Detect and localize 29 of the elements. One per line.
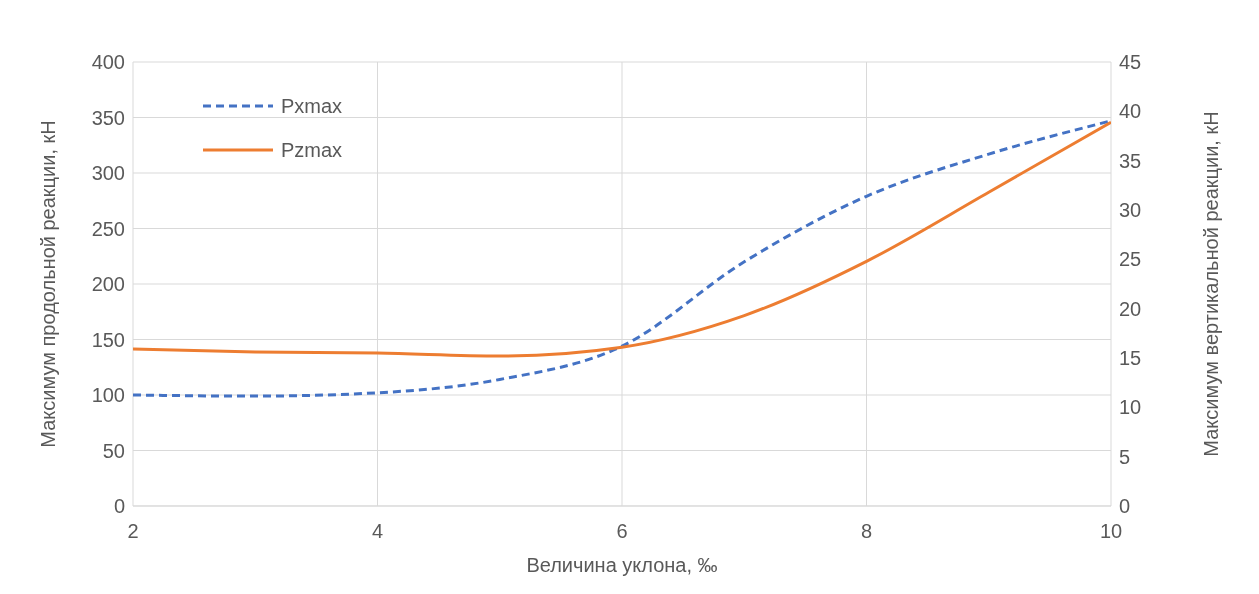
y-tick-label: 150 bbox=[91, 328, 125, 351]
y2-tick-label: 0 bbox=[1119, 495, 1131, 518]
y-tick-label: 200 bbox=[91, 273, 125, 296]
y2-tick-label: 40 bbox=[1119, 100, 1142, 123]
y2-tick-label: 10 bbox=[1119, 396, 1142, 419]
legend-label: Pzmax bbox=[281, 138, 343, 162]
y2-tick-label: 5 bbox=[1119, 445, 1131, 468]
y-tick-label: 300 bbox=[91, 162, 125, 185]
y-tick-label: 350 bbox=[91, 106, 125, 129]
y-tick-label: 50 bbox=[102, 439, 125, 462]
x-axis-title: Величина уклона, ‰ bbox=[526, 554, 718, 576]
x-tick-label: 8 bbox=[860, 520, 873, 543]
y-tick-label: 100 bbox=[91, 384, 125, 407]
x-tick-label: 10 bbox=[1099, 520, 1123, 543]
y2-tick-label: 20 bbox=[1119, 297, 1142, 320]
y-tick-label: 250 bbox=[91, 217, 125, 240]
y2-tick-label: 15 bbox=[1119, 347, 1142, 370]
y-tick-label: 0 bbox=[113, 495, 125, 518]
y2-tick-label: 35 bbox=[1119, 149, 1142, 172]
x-tick-label: 4 bbox=[371, 520, 384, 543]
y2-axis-title: Максимум вертикальной реакции, кН bbox=[1200, 111, 1223, 457]
x-tick-label: 6 bbox=[616, 520, 628, 543]
y2-tick-label: 30 bbox=[1119, 199, 1142, 222]
legend-label: Pxmax bbox=[281, 94, 343, 118]
y2-tick-label: 25 bbox=[1119, 248, 1142, 271]
x-tick-label: 2 bbox=[127, 520, 139, 543]
y-tick-label: 400 bbox=[91, 51, 125, 74]
y-axis-title: Максимум продольной реакции, кН bbox=[37, 120, 60, 448]
y2-tick-label: 45 bbox=[1119, 51, 1142, 74]
